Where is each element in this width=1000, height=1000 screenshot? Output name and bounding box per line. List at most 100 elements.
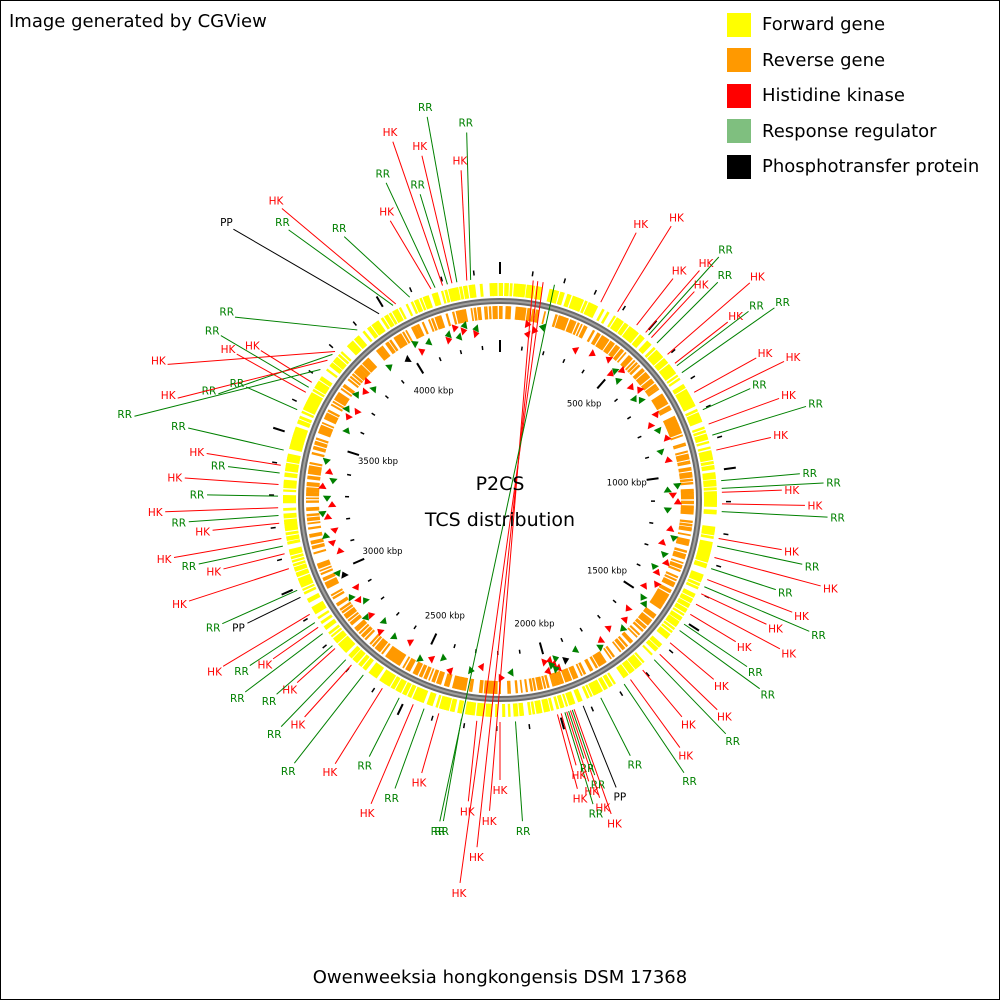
reverse-gene-mark	[447, 674, 453, 688]
forward-gene-mark	[438, 695, 446, 709]
reverse-gene-mark	[335, 394, 348, 404]
forward-gene-mark	[664, 371, 677, 381]
forward-gene-mark	[291, 556, 305, 563]
forward-gene-mark	[509, 283, 513, 297]
reverse-gene-mark	[394, 335, 404, 348]
major-tick	[416, 362, 425, 374]
reverse-gene-mark	[306, 517, 321, 522]
forward-gene-mark	[307, 397, 321, 406]
major-tick	[538, 642, 545, 655]
callout-line	[702, 388, 751, 411]
reverse-gene-mark	[333, 397, 347, 407]
minor-tick	[367, 578, 372, 582]
forward-gene-mark	[541, 699, 547, 713]
forward-gene-mark	[566, 691, 574, 706]
reverse-gene-mark	[597, 651, 607, 664]
forward-gene-mark	[310, 392, 324, 401]
forward-gene-mark	[631, 654, 643, 667]
callout-line	[695, 603, 781, 650]
reverse-gene-mark	[635, 371, 648, 383]
forward-gene-mark	[696, 551, 710, 558]
histidine-kinase-arrow	[524, 319, 532, 328]
rr-label: RR	[211, 460, 226, 472]
forward-gene-mark	[489, 703, 493, 717]
reverse-gene-mark	[656, 588, 670, 597]
forward-gene-mark	[568, 295, 576, 309]
forward-gene-mark	[542, 698, 549, 713]
forward-gene-mark	[672, 383, 685, 394]
callout-line	[343, 236, 411, 298]
forward-gene-mark	[521, 284, 527, 298]
response-regulator-arrow	[361, 613, 369, 621]
reverse-gene-mark	[675, 453, 689, 459]
response-regulator-arrow	[552, 655, 560, 664]
forward-gene-mark	[518, 702, 523, 717]
reverse-gene-mark	[590, 332, 600, 345]
callout-line	[389, 220, 432, 290]
forward-gene-mark	[617, 322, 628, 335]
histidine-kinase-arrow	[445, 336, 453, 345]
forward-gene-mark	[556, 695, 563, 709]
callout-line	[370, 704, 414, 804]
minor-tick	[459, 349, 463, 355]
reverse-gene-mark	[647, 387, 660, 397]
forward-gene-mark	[659, 365, 672, 376]
forward-gene-mark	[556, 291, 563, 305]
forward-gene-mark	[295, 568, 309, 576]
callout-line	[683, 623, 748, 668]
forward-gene-mark	[449, 698, 456, 712]
hk-label: HK	[258, 660, 274, 672]
hk-label: HK	[379, 206, 395, 218]
reverse-gene-mark	[310, 538, 324, 544]
reverse-gene-mark	[634, 619, 646, 630]
reverse-gene-mark	[535, 677, 540, 691]
reverse-gene-mark	[488, 680, 492, 694]
reverse-gene-mark	[397, 653, 407, 667]
forward-gene-mark	[676, 390, 689, 399]
reverse-gene-mark	[309, 531, 323, 537]
reverse-gene-mark	[397, 333, 407, 347]
rr-label: RR	[281, 766, 296, 778]
reverse-gene-mark	[306, 512, 320, 517]
forward-gene-mark	[685, 581, 699, 590]
rr-label: RR	[830, 513, 845, 525]
minor-tick	[520, 346, 523, 351]
forward-gene-mark	[335, 356, 347, 368]
reverse-gene-mark	[363, 360, 375, 372]
forward-gene-mark	[698, 451, 713, 458]
forward-gene-mark	[666, 374, 679, 384]
forward-gene-mark	[289, 549, 303, 556]
forward-gene-mark	[306, 400, 319, 409]
reverse-gene-mark	[308, 465, 322, 470]
rr-label: RR	[748, 667, 763, 679]
reverse-gene-mark	[306, 488, 320, 492]
reverse-gene-mark	[343, 383, 356, 394]
reverse-gene-mark	[679, 522, 693, 527]
response-regulator-arrow	[612, 368, 620, 376]
response-regulator-arrow	[333, 569, 341, 577]
reverse-gene-mark	[656, 402, 669, 411]
reverse-gene-mark	[485, 306, 489, 320]
reverse-gene-mark	[335, 596, 348, 606]
forward-gene-mark	[319, 377, 332, 388]
kbp-tick-label: 3500 kbp	[358, 457, 398, 467]
forward-gene-mark	[697, 550, 711, 556]
response-regulator-arrow	[348, 594, 356, 602]
minor-tick	[622, 305, 627, 311]
forward-gene-mark	[573, 689, 581, 703]
response-regulator-arrow	[639, 600, 647, 609]
reverse-gene-mark	[530, 308, 535, 322]
reverse-gene-mark	[638, 614, 651, 625]
reverse-gene-mark	[679, 471, 693, 477]
reverse-gene-mark	[420, 664, 428, 678]
minor-tick	[384, 395, 389, 399]
major-tick	[430, 633, 438, 645]
callout-line	[212, 522, 280, 531]
reverse-gene-mark	[622, 631, 634, 643]
reverse-gene-mark	[407, 659, 416, 672]
reverse-gene-mark	[562, 317, 569, 331]
reverse-gene-mark	[458, 309, 464, 324]
callout-line	[642, 669, 683, 718]
forward-gene-mark	[462, 285, 468, 300]
reverse-gene-mark	[347, 378, 360, 389]
